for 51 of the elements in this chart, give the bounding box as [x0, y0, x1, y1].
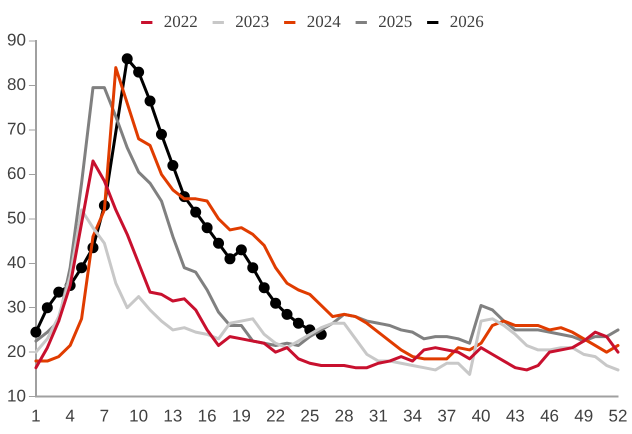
point: [167, 160, 178, 171]
point: [76, 262, 88, 274]
x-tick-label: 34: [403, 406, 422, 426]
x-tick-label: 52: [608, 406, 628, 426]
point: [42, 302, 53, 314]
legend-label: 2025: [378, 12, 412, 31]
point: [213, 238, 224, 249]
y-tick-label: 40: [6, 252, 26, 272]
y-tick-label: 70: [6, 120, 26, 139]
x-tick-label: 13: [163, 406, 182, 426]
legend-label: 2026: [450, 12, 484, 31]
point: [282, 308, 293, 320]
point: [156, 128, 167, 140]
x-tick-label: 7: [100, 406, 110, 426]
point: [30, 326, 42, 338]
point: [258, 282, 270, 294]
x-tick-label: 16: [198, 406, 217, 426]
y-tick-label: 50: [6, 208, 26, 228]
point: [202, 222, 213, 234]
point: [270, 298, 282, 309]
legend-label: 2023: [235, 12, 270, 31]
point: [292, 318, 304, 329]
y-tick-label: 80: [6, 75, 26, 94]
x-tick-label: 22: [266, 406, 286, 426]
x-tick-label: 19: [232, 406, 251, 426]
point: [144, 96, 156, 107]
legend-label: 2022: [164, 12, 198, 31]
x-tick-label: 46: [540, 406, 559, 426]
x-tick-label: 4: [65, 406, 75, 426]
x-tick-label: 25: [300, 406, 320, 426]
x-tick-label: 31: [368, 406, 388, 426]
y-tick-label: 30: [6, 297, 26, 316]
legend-label: 2024: [306, 12, 342, 31]
point: [247, 262, 258, 274]
x-tick-label: 49: [574, 406, 594, 426]
point: [224, 253, 236, 264]
y-tick-label: 60: [6, 164, 26, 184]
y-tick-label: 20: [6, 342, 26, 361]
x-tick-label: 1: [31, 406, 41, 426]
x-tick-label: 40: [472, 406, 490, 426]
y-tick-label: 10: [6, 386, 26, 406]
x-tick-label: 37: [437, 406, 456, 426]
point: [190, 206, 202, 218]
point: [122, 53, 133, 64]
point: [236, 244, 247, 256]
y-tick-label: 90: [6, 30, 26, 50]
x-tick-label: 10: [129, 406, 148, 426]
x-tick-label: 28: [334, 406, 354, 426]
point: [133, 66, 144, 78]
x-tick-label: 43: [506, 406, 525, 426]
point: [53, 286, 64, 298]
